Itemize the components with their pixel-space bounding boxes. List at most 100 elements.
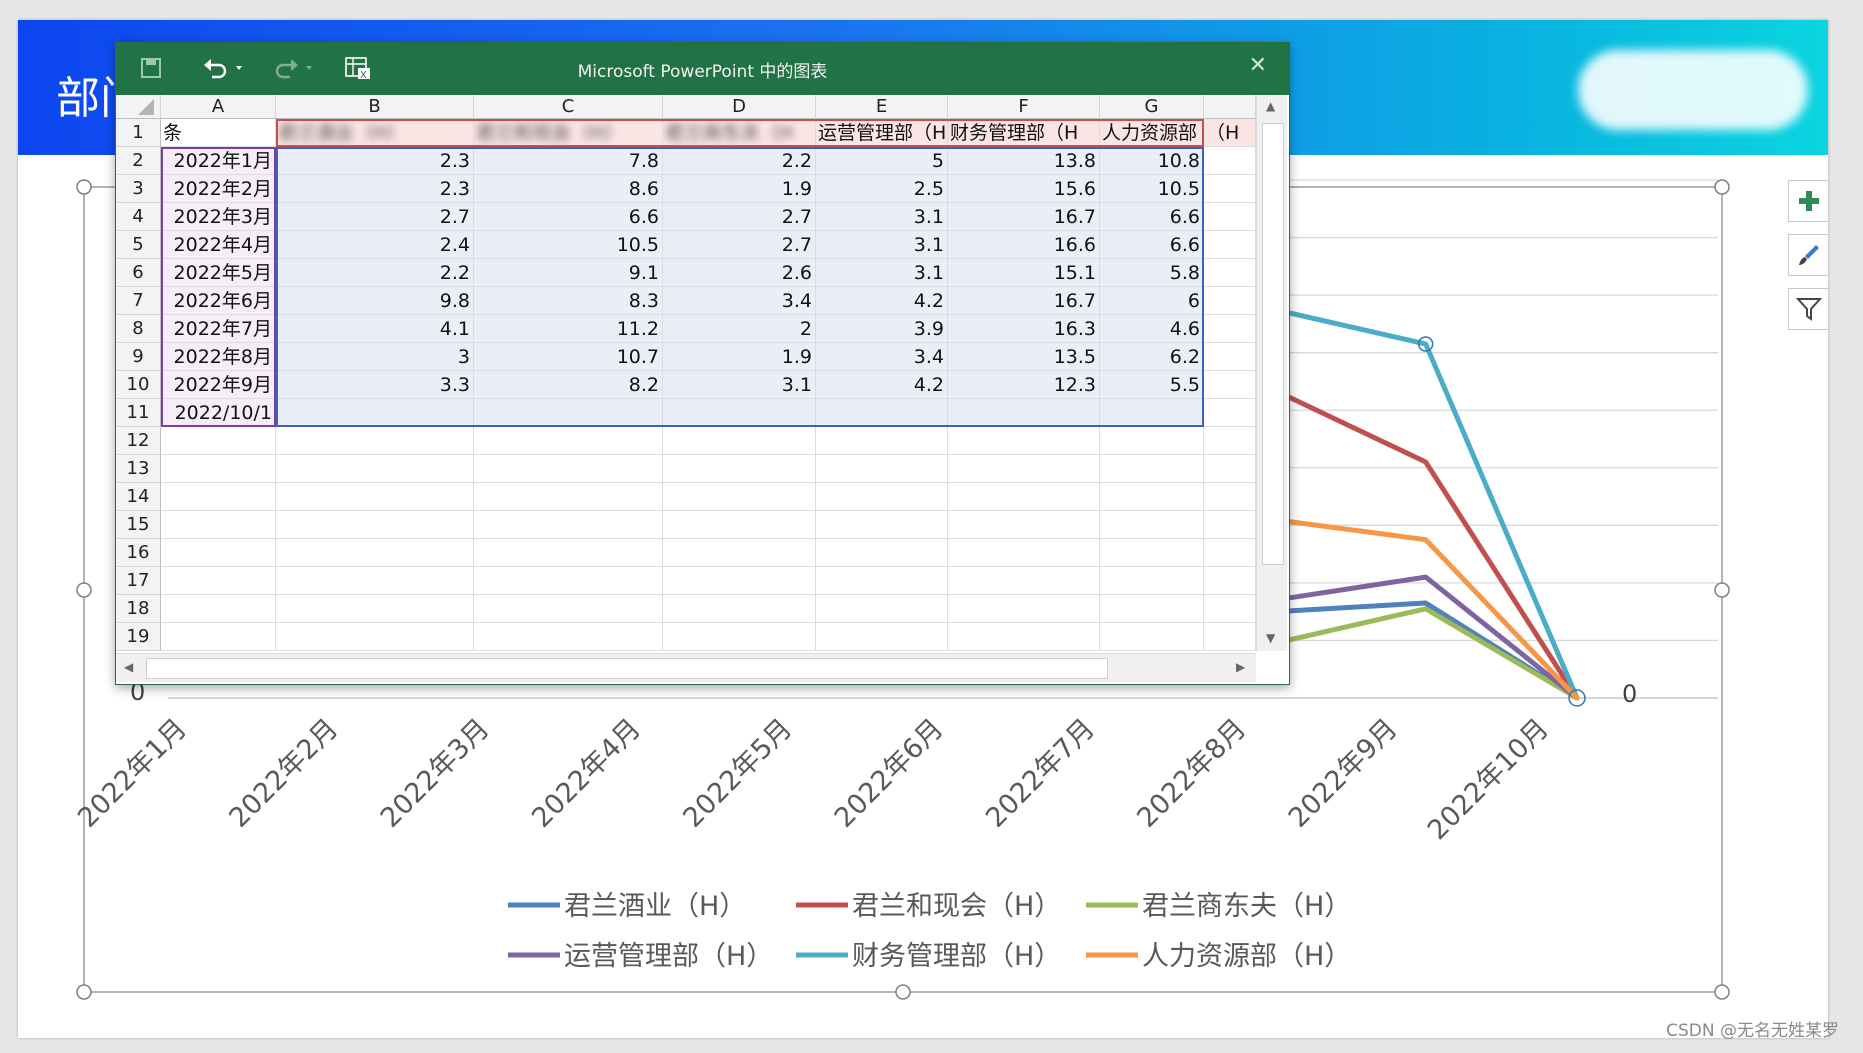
empty-cell[interactable] [663, 623, 816, 651]
empty-cell[interactable] [276, 483, 474, 511]
data-cell[interactable]: 4.2 [816, 287, 948, 315]
data-cell[interactable]: 8.6 [474, 175, 663, 203]
column-header-C[interactable]: C [474, 95, 663, 119]
empty-cell[interactable] [663, 539, 816, 567]
select-all-corner[interactable] [116, 95, 161, 119]
empty-cell[interactable] [161, 623, 276, 651]
data-cell[interactable]: 8.2 [474, 371, 663, 399]
empty-cell[interactable] [816, 595, 948, 623]
row-header[interactable]: 3 [116, 175, 161, 203]
empty-cell[interactable] [474, 623, 663, 651]
resize-handle[interactable] [1714, 582, 1730, 598]
data-cell[interactable]: 2.4 [276, 231, 474, 259]
empty-cell[interactable] [1100, 623, 1204, 651]
data-cell[interactable]: 2022年5月 [161, 259, 276, 287]
empty-cell[interactable] [1100, 567, 1204, 595]
resize-handle[interactable] [1714, 179, 1730, 195]
data-cell[interactable]: 2022年9月 [161, 371, 276, 399]
empty-cell[interactable] [1204, 567, 1256, 595]
data-cell[interactable]: 1.9 [663, 343, 816, 371]
data-cell[interactable]: 9.8 [276, 287, 474, 315]
horizontal-scroll-thumb[interactable] [146, 658, 1108, 679]
data-cell[interactable]: 10.8 [1100, 147, 1204, 175]
data-cell[interactable]: 4.1 [276, 315, 474, 343]
data-cell[interactable]: 12.3 [948, 371, 1100, 399]
empty-cell[interactable] [276, 567, 474, 595]
empty-cell[interactable] [1100, 511, 1204, 539]
row-header[interactable]: 6 [116, 259, 161, 287]
data-cell[interactable]: 2.2 [276, 259, 474, 287]
horizontal-scrollbar[interactable]: ◀ ▶ [116, 653, 1256, 682]
data-cell[interactable]: 3.4 [663, 287, 816, 315]
data-cell[interactable]: 3 [276, 343, 474, 371]
row-header[interactable]: 8 [116, 315, 161, 343]
data-cell[interactable]: 6 [1100, 287, 1204, 315]
empty-cell[interactable] [816, 511, 948, 539]
data-cell[interactable]: 5.5 [1100, 371, 1204, 399]
column-header-extra[interactable] [1204, 95, 1256, 119]
header-cell[interactable]: 君兰和现会（H） [474, 119, 663, 147]
data-cell[interactable]: 3.9 [816, 315, 948, 343]
empty-cell[interactable] [816, 567, 948, 595]
empty-cell[interactable] [1100, 427, 1204, 455]
data-cell[interactable] [276, 399, 474, 427]
data-cell[interactable]: 2022年1月 [161, 147, 276, 175]
empty-cell[interactable] [948, 623, 1100, 651]
empty-cell[interactable] [948, 427, 1100, 455]
empty-cell[interactable] [948, 567, 1100, 595]
empty-cell[interactable] [1100, 595, 1204, 623]
row-header[interactable]: 17 [116, 567, 161, 595]
empty-cell[interactable] [1204, 427, 1256, 455]
empty-cell[interactable] [663, 427, 816, 455]
column-header-D[interactable]: D [663, 95, 816, 119]
empty-cell[interactable] [161, 455, 276, 483]
scroll-down-icon[interactable]: ▼ [1266, 631, 1276, 645]
empty-cell[interactable] [1204, 483, 1256, 511]
data-cell[interactable]: 16.6 [948, 231, 1100, 259]
data-cell[interactable]: 3.1 [816, 259, 948, 287]
vertical-scroll-thumb[interactable] [1262, 123, 1284, 565]
data-cell[interactable]: 6.2 [1100, 343, 1204, 371]
data-cell[interactable]: 16.3 [948, 315, 1100, 343]
data-cell[interactable]: 2 [663, 315, 816, 343]
data-cell[interactable]: 16.7 [948, 287, 1100, 315]
empty-cell[interactable] [1204, 343, 1256, 371]
empty-cell[interactable] [816, 623, 948, 651]
data-cell[interactable]: 2022年3月 [161, 203, 276, 231]
row-header[interactable]: 15 [116, 511, 161, 539]
row-header[interactable]: 9 [116, 343, 161, 371]
row-header[interactable]: 1 [116, 119, 161, 147]
empty-cell[interactable] [1204, 175, 1256, 203]
empty-cell[interactable] [663, 483, 816, 511]
row-header[interactable]: 2 [116, 147, 161, 175]
row-header[interactable]: 16 [116, 539, 161, 567]
data-cell[interactable]: 2.6 [663, 259, 816, 287]
column-header-F[interactable]: F [948, 95, 1100, 119]
data-point-marker[interactable] [1568, 689, 1586, 707]
data-cell[interactable]: 6.6 [1100, 231, 1204, 259]
data-cell[interactable]: 6.6 [1100, 203, 1204, 231]
data-cell[interactable] [474, 399, 663, 427]
data-cell[interactable]: 10.7 [474, 343, 663, 371]
data-cell[interactable]: 9.1 [474, 259, 663, 287]
empty-cell[interactable] [474, 595, 663, 623]
data-cell[interactable]: 2.3 [276, 175, 474, 203]
empty-cell[interactable] [1204, 399, 1256, 427]
data-cell[interactable]: 15.6 [948, 175, 1100, 203]
empty-cell[interactable] [948, 539, 1100, 567]
data-cell[interactable]: 2022年7月 [161, 315, 276, 343]
header-cell[interactable]: 条 [161, 119, 276, 147]
resize-handle[interactable] [895, 984, 911, 1000]
data-cell[interactable]: 3.1 [663, 371, 816, 399]
row-header[interactable]: 18 [116, 595, 161, 623]
scroll-left-icon[interactable]: ◀ [124, 660, 134, 674]
data-cell[interactable] [816, 399, 948, 427]
empty-cell[interactable] [948, 483, 1100, 511]
empty-cell[interactable] [161, 567, 276, 595]
header-cell[interactable]: 君兰酒业（H） [276, 119, 474, 147]
chart-legend[interactable]: 君兰酒业（H） 君兰和现会（H） 君兰商东夫（H） 运营管理部（H） 财务管理部（H） 人… [508, 891, 1351, 972]
empty-cell[interactable] [1100, 483, 1204, 511]
empty-cell[interactable] [1204, 595, 1256, 623]
chart-filters-button[interactable] [1788, 288, 1828, 330]
